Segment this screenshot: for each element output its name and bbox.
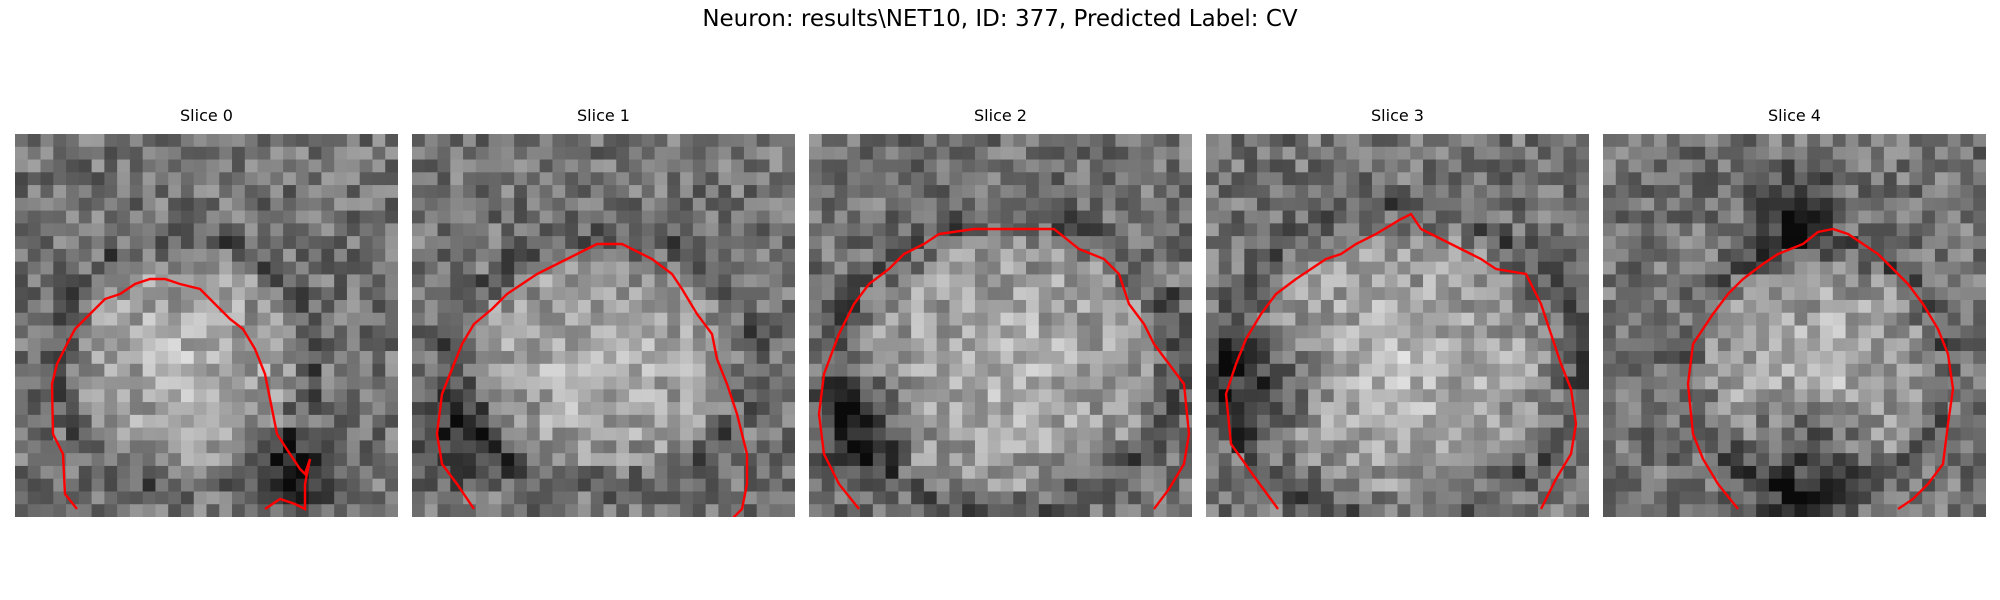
grayscale-pixels — [412, 134, 795, 517]
slice-4-svg — [1603, 134, 1986, 517]
slice-image — [1206, 134, 1589, 517]
red-contour — [50, 277, 312, 511]
slice-title: Slice 2 — [974, 106, 1027, 125]
slice-image — [809, 134, 1192, 517]
slice-title: Slice 0 — [180, 106, 233, 125]
slice-image — [412, 134, 795, 517]
slice-title: Slice 1 — [577, 106, 630, 125]
slice-image — [1603, 134, 1986, 517]
slice-2-svg — [809, 134, 1192, 517]
red-contour — [817, 227, 1191, 510]
slice-0-svg — [15, 134, 398, 517]
red-contour — [435, 242, 749, 517]
slice-1-svg — [412, 134, 795, 517]
slice-title: Slice 3 — [1371, 106, 1424, 125]
slice-3-svg — [1206, 134, 1589, 517]
red-contour — [1224, 212, 1578, 510]
grayscale-pixels — [15, 134, 398, 517]
grayscale-pixels — [1603, 134, 1986, 517]
slice-image — [15, 134, 398, 517]
grayscale-pixels — [1206, 134, 1589, 517]
grayscale-pixels — [809, 134, 1192, 517]
slice-title: Slice 4 — [1768, 106, 1821, 125]
figure-title: Neuron: results\NET10, ID: 377, Predicte… — [702, 6, 1298, 32]
red-contour — [1686, 227, 1955, 510]
